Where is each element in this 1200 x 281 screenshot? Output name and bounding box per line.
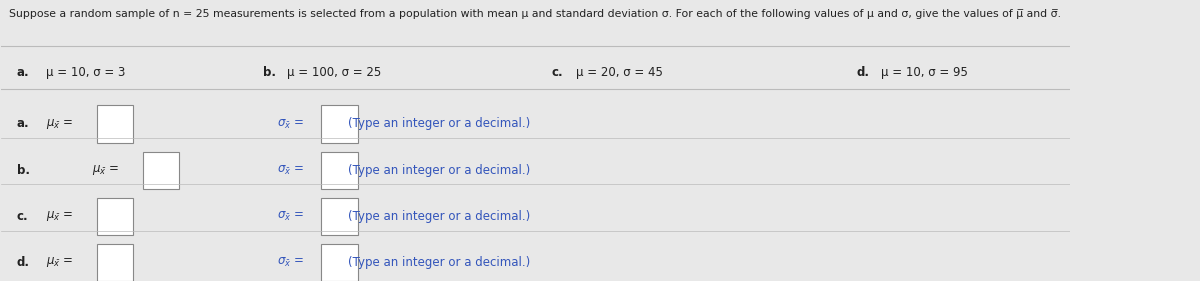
Text: μ = 10, σ = 95: μ = 10, σ = 95 [881, 66, 967, 79]
Text: (Type an integer or a decimal.): (Type an integer or a decimal.) [348, 210, 530, 223]
Text: $\sigma_{\bar{x}}$ =: $\sigma_{\bar{x}}$ = [276, 256, 304, 269]
Text: c.: c. [551, 66, 563, 79]
Text: (Type an integer or a decimal.): (Type an integer or a decimal.) [348, 164, 530, 177]
Text: μ = 100, σ = 25: μ = 100, σ = 25 [287, 66, 382, 79]
Text: (Type an integer or a decimal.): (Type an integer or a decimal.) [348, 117, 530, 130]
FancyBboxPatch shape [322, 198, 358, 235]
FancyBboxPatch shape [97, 198, 133, 235]
FancyBboxPatch shape [322, 105, 358, 142]
Text: b.: b. [17, 164, 30, 177]
Text: $\mu_{\bar{x}}$ =: $\mu_{\bar{x}}$ = [46, 255, 73, 269]
Text: $\mu_{\bar{x}}$ =: $\mu_{\bar{x}}$ = [46, 117, 73, 131]
Text: Suppose a random sample of n = 25 measurements is selected from a population wit: Suppose a random sample of n = 25 measur… [10, 9, 1061, 19]
FancyBboxPatch shape [322, 244, 358, 281]
Text: $\sigma_{\bar{x}}$ =: $\sigma_{\bar{x}}$ = [276, 164, 304, 177]
Text: a.: a. [17, 66, 29, 79]
Text: $\sigma_{\bar{x}}$ =: $\sigma_{\bar{x}}$ = [276, 210, 304, 223]
FancyBboxPatch shape [97, 244, 133, 281]
Text: μ = 20, σ = 45: μ = 20, σ = 45 [576, 66, 662, 79]
Text: μ = 10, σ = 3: μ = 10, σ = 3 [46, 66, 125, 79]
Text: c.: c. [17, 210, 29, 223]
Text: $\sigma_{\bar{x}}$ =: $\sigma_{\bar{x}}$ = [276, 117, 304, 130]
Text: a.: a. [17, 117, 29, 130]
FancyBboxPatch shape [97, 105, 133, 142]
Text: $\mu_{\bar{x}}$ =: $\mu_{\bar{x}}$ = [46, 209, 73, 223]
FancyBboxPatch shape [143, 152, 179, 189]
Text: (Type an integer or a decimal.): (Type an integer or a decimal.) [348, 256, 530, 269]
FancyBboxPatch shape [322, 152, 358, 189]
Text: d.: d. [17, 256, 30, 269]
Text: d.: d. [856, 66, 869, 79]
Text: $\mu_{\bar{x}}$ =: $\mu_{\bar{x}}$ = [91, 163, 119, 177]
Text: b.: b. [263, 66, 276, 79]
